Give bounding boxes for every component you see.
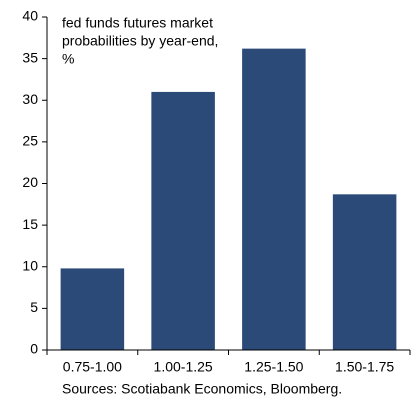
x-tick-label: 1.50-1.75 (335, 359, 394, 375)
y-tick-label: 5 (30, 299, 38, 315)
x-tick-label: 1.00-1.25 (154, 359, 213, 375)
bar (242, 48, 306, 350)
annotation: fed funds futures market (62, 15, 213, 31)
bar (332, 194, 397, 350)
y-tick-label: 35 (22, 49, 38, 65)
bar (60, 268, 125, 350)
x-tick-label: 0.75-1.00 (63, 359, 122, 375)
y-tick-label: 0 (30, 341, 38, 357)
source-note: Sources: Scotiabank Economics, Bloomberg… (62, 381, 342, 397)
y-tick-label: 30 (22, 91, 38, 107)
annotation: % (62, 51, 74, 67)
bar (151, 91, 215, 351)
y-tick-label: 20 (22, 174, 38, 190)
x-tick-label: 1.25-1.50 (244, 359, 303, 375)
y-tick-label: 10 (22, 257, 38, 273)
y-tick-label: 15 (22, 216, 38, 232)
annotation: probabilities by year-end, (62, 33, 218, 49)
y-tick-label: 40 (22, 8, 38, 24)
y-tick-label: 25 (22, 133, 38, 149)
